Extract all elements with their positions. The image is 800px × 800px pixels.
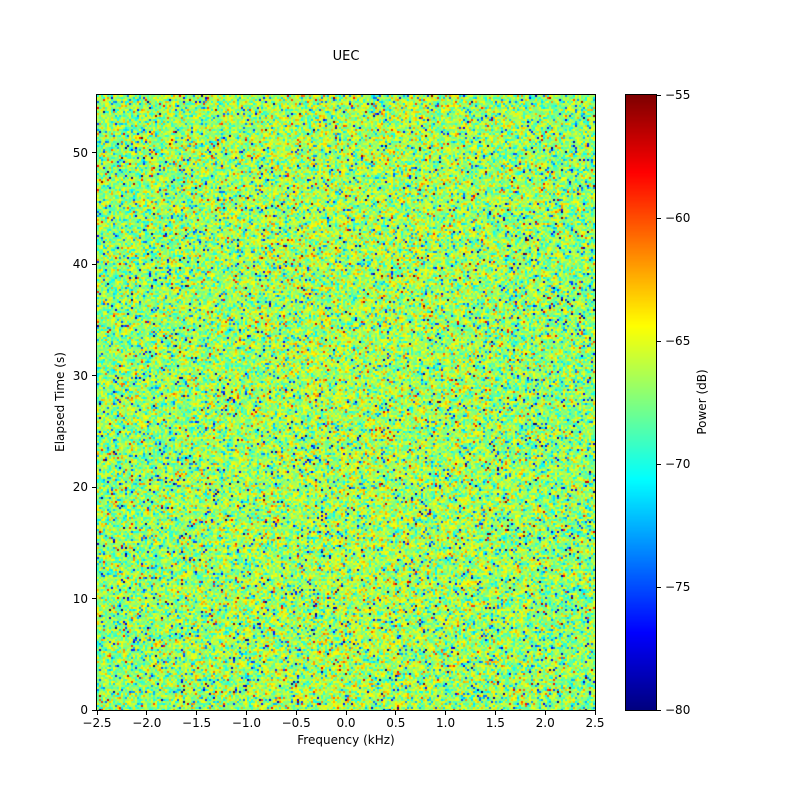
y-tick-label: 20 xyxy=(72,480,88,495)
x-tick-mark xyxy=(295,711,297,715)
y-axis-label: Elapsed Time (s) xyxy=(53,352,67,452)
x-tick-label: 0.0 xyxy=(336,716,356,730)
spectrogram-plot-area xyxy=(96,94,596,711)
colorbar-tick-mark xyxy=(657,94,661,96)
x-tick-mark xyxy=(245,711,247,715)
spectrogram-heatmap xyxy=(97,95,595,710)
x-tick-mark xyxy=(146,711,148,715)
x-tick-label: −2.0 xyxy=(132,716,162,730)
y-tick-label: 0 xyxy=(80,703,88,717)
colorbar-tick-label: −65 xyxy=(665,334,691,348)
colorbar-tick-label: −60 xyxy=(665,211,691,225)
x-tick-label: −1.5 xyxy=(182,716,212,730)
y-tick-label: 10 xyxy=(72,591,88,606)
x-tick-mark xyxy=(544,711,546,715)
x-tick-mark xyxy=(196,711,198,715)
y-tick-mark xyxy=(92,486,96,488)
x-tick-label: 1.0 xyxy=(436,716,456,730)
colorbar-gradient xyxy=(626,95,656,710)
y-tick-label: 50 xyxy=(72,145,88,160)
y-tick-label: 40 xyxy=(72,257,88,272)
x-tick-label: −2.5 xyxy=(82,716,112,730)
colorbar-tick-label: −55 xyxy=(665,88,691,102)
x-tick-label: 1.5 xyxy=(485,716,505,730)
colorbar-tick-mark xyxy=(657,586,661,588)
x-tick-label: −1.0 xyxy=(231,716,261,730)
colorbar-label: Power (dB) xyxy=(695,369,709,435)
y-tick-mark xyxy=(92,709,96,711)
colorbar-tick-mark xyxy=(657,340,661,342)
y-tick-mark xyxy=(92,152,96,154)
colorbar-tick-mark xyxy=(657,709,661,711)
x-tick-mark xyxy=(445,711,447,715)
y-tick-mark xyxy=(92,263,96,265)
y-tick-mark xyxy=(92,375,96,377)
x-tick-mark xyxy=(494,711,496,715)
x-tick-mark xyxy=(395,711,397,715)
x-tick-mark xyxy=(345,711,347,715)
x-tick-mark xyxy=(96,711,98,715)
chart-title: UEC xyxy=(332,49,360,64)
x-tick-label: 0.5 xyxy=(386,716,406,730)
colorbar-tick-mark xyxy=(657,217,661,219)
x-tick-label: −0.5 xyxy=(281,716,311,730)
y-tick-label: 30 xyxy=(72,368,88,383)
x-tick-label: 2.0 xyxy=(535,716,555,730)
x-tick-mark xyxy=(594,711,596,715)
y-tick-mark xyxy=(92,598,96,600)
x-tick-label: 2.5 xyxy=(585,716,605,730)
colorbar-tick-label: −80 xyxy=(665,703,691,717)
colorbar xyxy=(625,94,657,711)
x-axis-label: Frequency (kHz) xyxy=(297,733,395,747)
colorbar-tick-label: −70 xyxy=(665,457,691,471)
colorbar-tick-label: −75 xyxy=(665,580,691,594)
colorbar-tick-mark xyxy=(657,463,661,465)
